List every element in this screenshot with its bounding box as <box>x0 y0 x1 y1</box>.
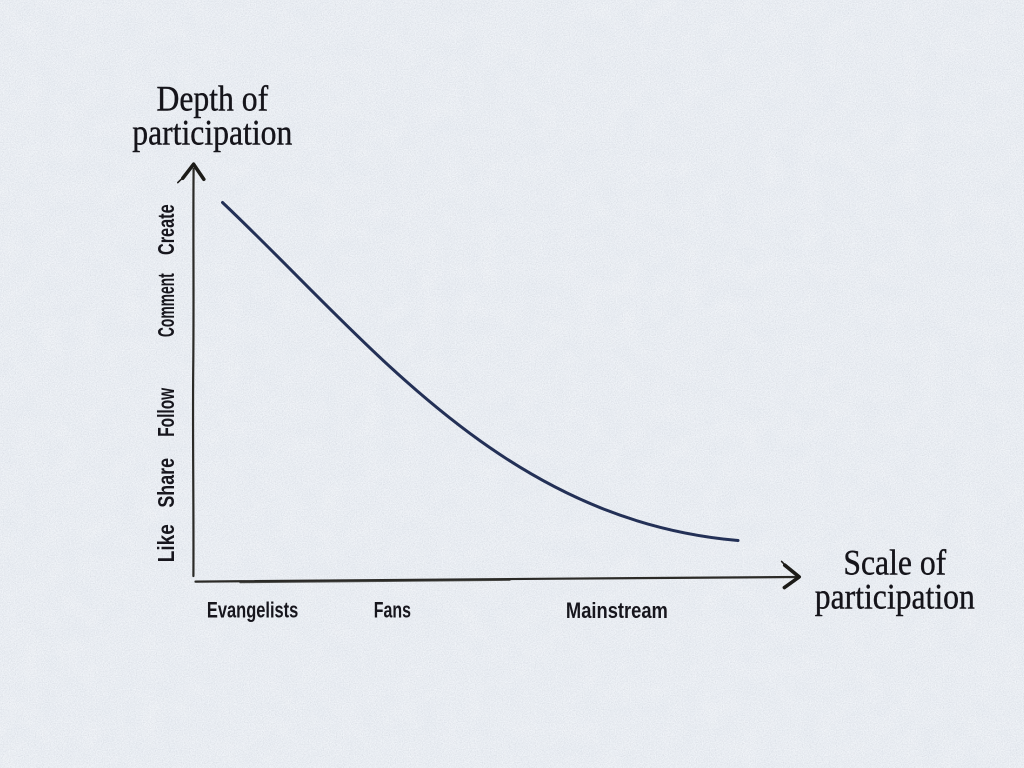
svg-text:Evangelists: Evangelists <box>207 598 298 623</box>
svg-text:Share: Share <box>154 458 180 508</box>
svg-text:Scale of: Scale of <box>843 544 947 583</box>
svg-text:participation: participation <box>815 578 975 617</box>
svg-text:Like: Like <box>154 524 179 562</box>
svg-text:participation: participation <box>132 114 292 153</box>
svg-text:Mainstream: Mainstream <box>566 600 668 624</box>
svg-text:Create: Create <box>154 204 179 255</box>
svg-text:Follow: Follow <box>154 387 180 437</box>
svg-text:Fans: Fans <box>374 599 411 623</box>
svg-text:Comment: Comment <box>155 273 180 337</box>
svg-text:Depth of: Depth of <box>156 80 268 119</box>
